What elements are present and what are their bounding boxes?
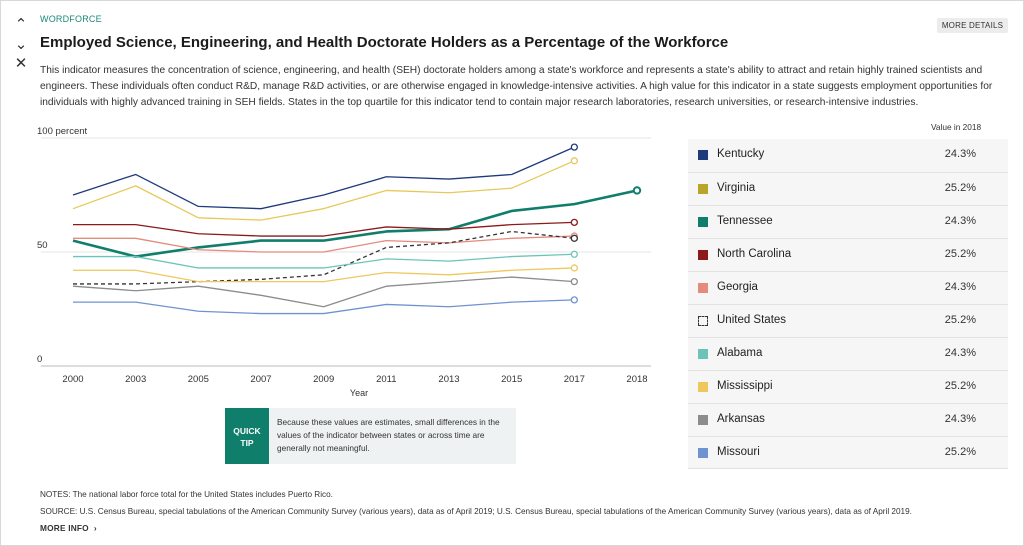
legend-item-value: 25.2% <box>944 182 976 194</box>
x-tick-label: 2005 <box>188 374 209 385</box>
legend-swatch <box>698 382 708 392</box>
legend-item-value: 24.3% <box>944 413 976 425</box>
x-tick-label: 2000 <box>62 374 83 385</box>
section-eyebrow: WORDFORCE <box>40 14 102 24</box>
legend-item-name: United States <box>717 314 787 326</box>
legend-header: Value in 2018 <box>931 122 982 132</box>
legend-item-name: North Carolina <box>717 248 792 260</box>
indicator-description: This indicator measures the concentratio… <box>40 65 993 108</box>
legend-table: Kentucky 24.3% Virginia 25.2% Tennessee 24.3%… <box>688 139 1008 469</box>
legend-swatch <box>698 217 708 227</box>
legend-item-value: 25.2% <box>944 314 976 326</box>
legend-item[interactable]: Alabama 24.3% <box>688 337 1008 370</box>
chevron-down-icon[interactable]: ⌄ <box>14 36 28 53</box>
legend-item-value: 25.2% <box>944 446 976 458</box>
x-tick-label: 2013 <box>438 374 459 385</box>
legend-item-value: 25.2% <box>944 380 976 392</box>
x-tick-label: 2009 <box>313 374 334 385</box>
series-line-virginia[interactable] <box>72 160 575 221</box>
series-endpoint-tennessee[interactable] <box>632 186 642 195</box>
legend-item[interactable]: United States 25.2% <box>688 304 1008 337</box>
x-axis-label: Year <box>350 388 368 398</box>
legend-item-value: 25.2% <box>944 248 976 260</box>
series-line-alabama[interactable] <box>73 253 575 269</box>
x-tick-label: 2018 <box>626 374 647 385</box>
chevron-up-icon[interactable]: ⌃ <box>14 16 28 33</box>
series-endpoint-mississippi[interactable] <box>570 264 578 272</box>
legend-item-name: Missouri <box>717 446 760 458</box>
legend-swatch <box>698 316 708 326</box>
series-line-georgia[interactable] <box>73 235 575 253</box>
legend-swatch <box>698 448 708 458</box>
series-line-mississippi[interactable] <box>73 267 575 283</box>
series-line-arkansas[interactable] <box>72 276 575 308</box>
legend-item-name: Georgia <box>717 281 758 293</box>
series-endpoint-missouri[interactable] <box>570 296 578 304</box>
page-title: Employed Science, Engineering, and Healt… <box>40 34 729 51</box>
legend-swatch <box>698 150 708 160</box>
notes: NOTES: The national labor force total fo… <box>40 490 333 499</box>
legend-swatch <box>698 415 708 425</box>
series-endpoint-virginia[interactable] <box>570 157 578 165</box>
close-icon[interactable]: ✕ <box>14 55 28 72</box>
legend-item-value: 24.3% <box>944 215 976 227</box>
legend-item-name: Kentucky <box>717 148 765 160</box>
legend-item[interactable]: Missouri 25.2% <box>688 436 1008 469</box>
legend-item[interactable]: Kentucky 24.3% <box>688 139 1008 172</box>
legend-item-value: 24.3% <box>944 148 976 160</box>
legend-swatch <box>698 283 708 293</box>
y-tick-label: 100 percent <box>37 126 88 137</box>
x-tick-label: 2017 <box>564 374 585 385</box>
chevron-right-icon: › <box>91 523 97 533</box>
chart-grid <box>41 137 651 367</box>
series-endpoint-alabama[interactable] <box>570 250 578 258</box>
legend-item[interactable]: Mississippi 25.2% <box>688 370 1008 403</box>
series-line-tennessee[interactable] <box>72 189 638 258</box>
legend-item-name: Arkansas <box>717 413 765 425</box>
legend-item-value: 24.3% <box>944 281 976 293</box>
legend-item[interactable]: Georgia 24.3% <box>688 271 1008 304</box>
y-tick-label: 50 <box>37 240 48 251</box>
legend-item[interactable]: Arkansas 24.3% <box>688 403 1008 436</box>
legend-item[interactable]: North Carolina 25.2% <box>688 238 1008 271</box>
y-tick-label: 0 <box>37 354 42 365</box>
legend-item-name: Virginia <box>717 182 756 194</box>
x-axis-ticks: 2000 2003 2005 2007 2009 2011 2013 2015 2017 2018 <box>62 374 647 385</box>
legend-item[interactable]: Virginia 25.2% <box>688 172 1008 205</box>
x-tick-label: 2015 <box>501 374 522 385</box>
x-tick-label: 2007 <box>250 374 271 385</box>
x-tick-label: 2011 <box>376 374 396 385</box>
legend-item-name: Mississippi <box>717 380 773 392</box>
series-line-kentucky[interactable] <box>72 146 575 210</box>
series-endpoint-north-carolina[interactable] <box>570 218 578 227</box>
quick-tip-badge: QUICK TIP <box>225 408 269 464</box>
y-axis-ticks: 0 50 100 percent <box>37 126 88 365</box>
source: SOURCE: U.S. Census Bureau, special tabu… <box>40 507 912 516</box>
legend-swatch <box>698 184 708 194</box>
series-endpoint-arkansas[interactable] <box>570 277 578 286</box>
series-line-north-carolina[interactable] <box>73 221 575 237</box>
legend-swatch <box>698 250 708 260</box>
series-endpoint-united-states[interactable] <box>570 234 578 242</box>
more-details-button[interactable]: MORE DETAILS <box>937 18 1008 33</box>
quick-tip: QUICK TIP Because these values are estim… <box>225 408 516 464</box>
quick-tip-text: Because these values are estimates, smal… <box>277 417 500 453</box>
more-info-link[interactable]: MORE INFO › <box>40 523 97 533</box>
legend-item-name: Tennessee <box>717 215 773 227</box>
legend-item-name: Alabama <box>717 347 763 359</box>
x-tick-label: 2003 <box>125 374 146 385</box>
legend-item[interactable]: Tennessee 24.3% <box>688 205 1008 238</box>
series-line-missouri[interactable] <box>73 299 575 315</box>
legend-item-value: 24.3% <box>944 347 976 359</box>
series-endpoint-kentucky[interactable] <box>570 143 578 151</box>
chart-series <box>72 143 642 315</box>
legend-swatch <box>698 349 708 359</box>
